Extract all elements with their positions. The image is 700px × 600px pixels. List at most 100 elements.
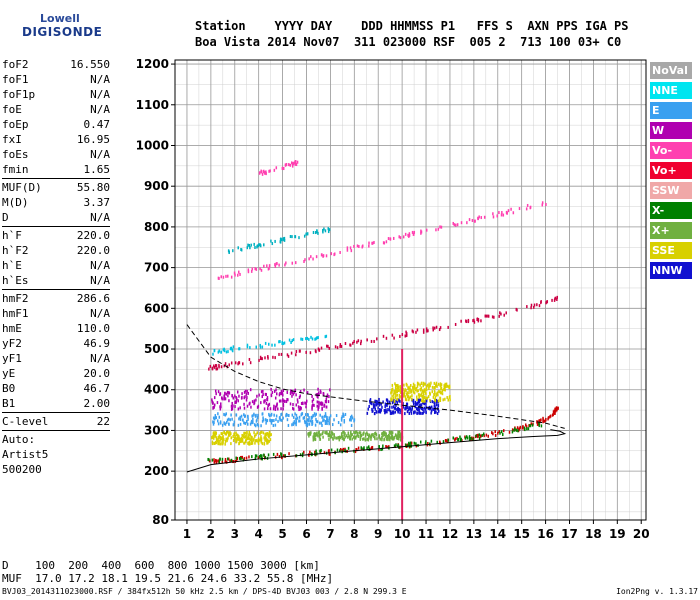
echo-point (291, 423, 293, 427)
trace-point (249, 246, 251, 250)
echo-point (248, 402, 251, 406)
echo-point (320, 402, 322, 406)
echo-point (391, 435, 394, 439)
trace-point (492, 432, 494, 436)
echo-point (318, 403, 320, 407)
echo-point (287, 423, 290, 427)
echo-point (332, 436, 334, 440)
echo-point (232, 435, 234, 439)
trace-point (311, 337, 314, 341)
echo-point (219, 438, 221, 442)
echo-point (246, 430, 248, 434)
echo-point (223, 412, 225, 416)
echo-point (350, 423, 353, 427)
trace-point (285, 162, 288, 166)
trace-point (231, 348, 234, 352)
echo-point (388, 437, 391, 441)
echo-point (317, 391, 320, 395)
trace-point (274, 356, 276, 360)
param-row: yF1 N/A (2, 351, 110, 366)
echo-point (354, 436, 357, 440)
x-tick-label: 6 (302, 527, 310, 541)
echo-point (329, 388, 331, 392)
echo-point (445, 384, 447, 388)
echo-point (269, 407, 272, 411)
echo-point (371, 433, 373, 437)
echo-point (355, 430, 358, 434)
echo-point (255, 398, 257, 402)
echo-point (230, 432, 232, 436)
echo-point (390, 391, 392, 395)
param-value: N/A (90, 274, 110, 287)
echo-point (317, 434, 319, 438)
echo-point (422, 381, 425, 385)
trace-point (245, 456, 248, 460)
echo-point (214, 414, 217, 418)
echo-point (347, 435, 349, 439)
echo-point (213, 441, 215, 445)
trace-point (541, 203, 544, 207)
trace-point (415, 330, 417, 334)
echo-point (268, 431, 271, 435)
trace-point (330, 448, 333, 452)
trace-point (455, 223, 457, 227)
echo-point (257, 440, 259, 444)
echo-point (388, 405, 391, 409)
echo-point (385, 398, 388, 402)
trace-point (223, 364, 226, 368)
echo-point (316, 394, 318, 398)
echo-point (213, 433, 215, 437)
trace-point (370, 339, 373, 343)
trace-point (408, 232, 411, 236)
echo-point (263, 436, 265, 440)
echo-point (292, 402, 294, 406)
trace-point (279, 237, 282, 241)
param-key: h`F2 (2, 244, 29, 257)
echo-point (229, 418, 231, 422)
echo-point (370, 401, 373, 405)
trace-point (261, 172, 264, 176)
legend-item: Vo- (650, 142, 692, 159)
trace-point (220, 365, 223, 369)
x-tick-label: 8 (350, 527, 358, 541)
trace-point (240, 457, 242, 461)
echo-point (363, 437, 365, 441)
echo-point (306, 418, 309, 422)
trace-point (310, 335, 312, 339)
trace-point (437, 227, 440, 231)
echo-point (359, 432, 362, 436)
echo-point (369, 401, 371, 405)
autoscale-info: 500200 (2, 463, 42, 476)
trace-point (305, 350, 307, 354)
trace-point (526, 305, 528, 309)
trace-point (267, 356, 269, 360)
trace-point (513, 428, 515, 432)
x-tick-label: 20 (633, 527, 650, 541)
echo-point (286, 390, 289, 394)
trace-point (371, 446, 373, 450)
echo-point (299, 407, 302, 411)
param-value: 2.00 (83, 397, 111, 410)
trace-point (376, 337, 378, 341)
echo-point (304, 421, 306, 425)
trace-point (344, 449, 346, 453)
echo-point (304, 413, 307, 417)
echo-point (363, 431, 365, 435)
trace-point (556, 297, 558, 301)
param-row: fxI 16.95 (2, 132, 110, 147)
echo-point (318, 400, 320, 404)
echo-point (246, 404, 249, 408)
echo-point (392, 396, 395, 400)
x-tick-label: 19 (609, 527, 626, 541)
trace-point (416, 328, 419, 332)
trace-point (282, 454, 285, 458)
trace-point (355, 448, 357, 452)
echo-point (325, 397, 328, 401)
trace-point (466, 436, 469, 440)
trace-point (260, 169, 262, 173)
echo-point (396, 408, 398, 412)
echo-point (226, 420, 228, 424)
echo-point (240, 414, 243, 418)
echo-point (220, 405, 222, 409)
echo-point (337, 421, 340, 425)
